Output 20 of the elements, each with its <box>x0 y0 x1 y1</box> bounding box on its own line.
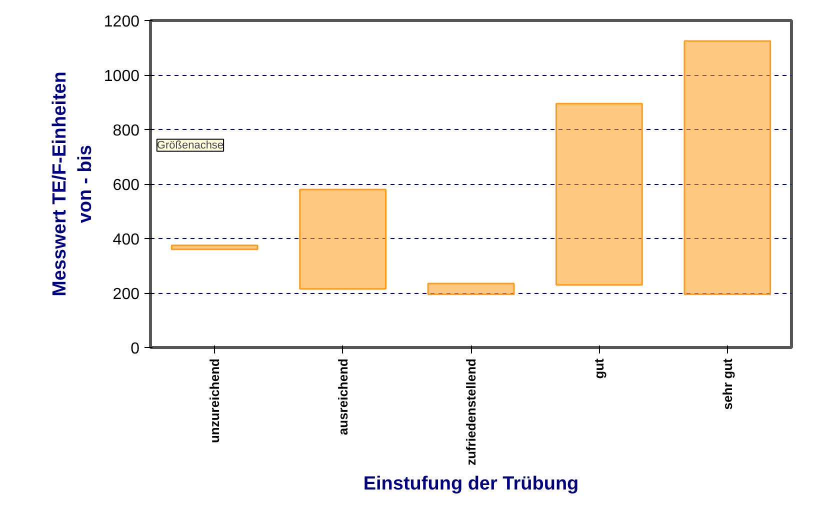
x-tick-label: unzureichend <box>207 358 222 444</box>
y-tick-label: 400 <box>112 232 140 248</box>
x-tick-label: ausreichend <box>335 358 350 436</box>
bar <box>556 102 643 286</box>
bar <box>299 188 386 290</box>
x-tick-label: sehr gut <box>720 358 735 410</box>
y-tick-label: 600 <box>112 177 140 194</box>
y-tick-label: 1200 <box>104 14 140 30</box>
bar <box>427 282 515 296</box>
y-tick-label: 0 <box>130 340 140 358</box>
y-tick-label: 1000 <box>104 68 140 85</box>
bar <box>684 40 772 296</box>
y-tick-label: 800 <box>112 122 140 140</box>
x-tick-label: gut <box>592 358 607 379</box>
annotation: Größenachse <box>156 139 224 152</box>
x-axis-title: Einstufung der Trübung <box>363 473 579 494</box>
y-axis-title: Messwert TE/F-Einheiten von - bis <box>50 72 96 296</box>
x-tick-label: zufriedenstellend <box>464 358 478 466</box>
y-tick-label: 200 <box>112 286 140 303</box>
bar <box>170 244 258 250</box>
